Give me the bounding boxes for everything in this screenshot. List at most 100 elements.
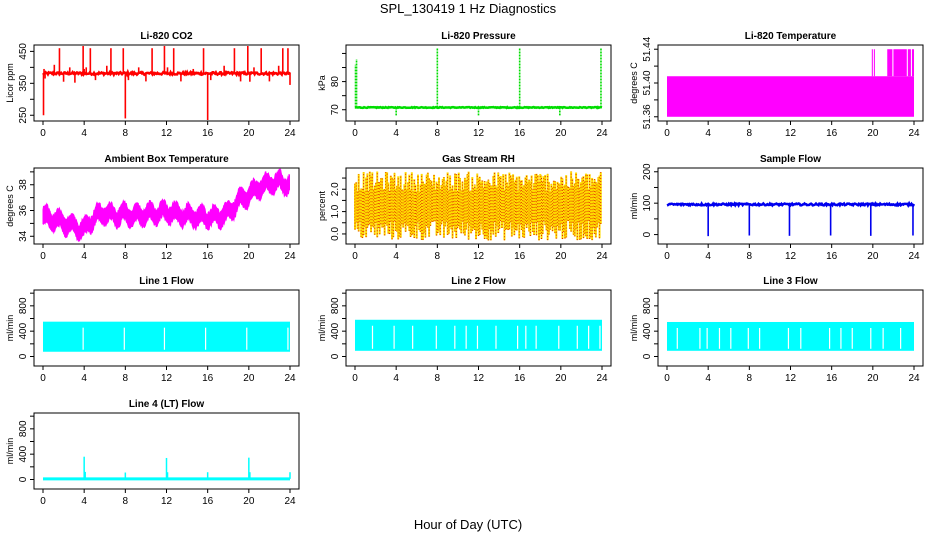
temperature-band xyxy=(667,76,914,117)
y-tick-label: 200 xyxy=(642,163,653,180)
x-tick-label: 24 xyxy=(284,128,296,139)
x-tick-label: 16 xyxy=(202,128,214,139)
data-series xyxy=(355,319,602,351)
x-tick-label: 16 xyxy=(826,251,838,262)
x-tick-label: 4 xyxy=(81,251,87,262)
data-series xyxy=(667,49,914,117)
panel-sample-flow: Sample Flow 0 4 8 12 16 20 24 0 100 200 ml/min xyxy=(629,154,924,262)
x-tick-label: 8 xyxy=(435,373,441,384)
plot-frame xyxy=(345,44,612,122)
y-axis-label: degrees C xyxy=(629,62,639,104)
x-tick-label: 16 xyxy=(202,251,214,262)
x-tick-label: 4 xyxy=(393,251,399,262)
y-axis-label: ml/min xyxy=(629,315,639,342)
x-tick-label: 12 xyxy=(785,128,797,139)
x-tick-label: 4 xyxy=(81,496,87,507)
temperature-burst xyxy=(887,49,893,77)
x-tick-label: 20 xyxy=(867,128,879,139)
x-tick-label: 4 xyxy=(393,128,399,139)
temperature-burst xyxy=(871,49,873,77)
y-tick-label: 800 xyxy=(18,420,29,437)
y-tick-label: 0 xyxy=(642,353,653,359)
y-tick-label: 38 xyxy=(18,179,29,191)
x-tick-label: 20 xyxy=(243,128,255,139)
panel-title: Line 4 (LT) Flow xyxy=(129,399,205,410)
y-tick-label: 800 xyxy=(642,297,653,314)
x-tick-label: 12 xyxy=(161,373,173,384)
x-tick-label: 0 xyxy=(352,128,358,139)
panel-title: Sample Flow xyxy=(760,154,821,165)
x-tick-label: 16 xyxy=(514,128,526,139)
x-tick-label: 12 xyxy=(161,251,173,262)
x-tick-label: 8 xyxy=(123,128,129,139)
x-tick-label: 12 xyxy=(473,373,485,384)
panel-title: Line 1 Flow xyxy=(139,276,194,287)
panel-title: Ambient Box Temperature xyxy=(104,154,229,165)
x-tick-label: 0 xyxy=(40,251,46,262)
x-tick-label: 4 xyxy=(81,373,87,384)
x-tick-label: 20 xyxy=(555,373,567,384)
x-tick-label: 8 xyxy=(123,496,129,507)
x-tick-label: 24 xyxy=(596,128,608,139)
x-tick-label: 0 xyxy=(664,128,670,139)
x-tick-label: 4 xyxy=(393,373,399,384)
plot-frame xyxy=(33,44,300,122)
y-tick-label: 0 xyxy=(18,476,29,482)
temperature-burst xyxy=(893,49,907,77)
x-tick-label: 24 xyxy=(908,373,920,384)
panel-title: Gas Stream RH xyxy=(442,154,515,165)
flow-band xyxy=(355,319,602,351)
x-tick-label: 20 xyxy=(867,373,879,384)
y-tick-label: 400 xyxy=(330,322,341,339)
y-tick-label: 400 xyxy=(642,322,653,339)
x-tick-label: 24 xyxy=(596,373,608,384)
x-tick-label: 20 xyxy=(243,373,255,384)
y-axis-label: Licor ppm xyxy=(5,63,15,103)
y-tick-label: 51.40 xyxy=(642,70,653,95)
x-tick-label: 24 xyxy=(908,251,920,262)
x-tick-label: 20 xyxy=(243,251,255,262)
x-tick-label: 24 xyxy=(284,251,296,262)
x-tick-label: 20 xyxy=(555,251,567,262)
panel-title: Line 3 Flow xyxy=(763,276,818,287)
x-tick-label: 16 xyxy=(514,251,526,262)
x-tick-label: 0 xyxy=(664,251,670,262)
x-tick-label: 16 xyxy=(826,373,838,384)
x-axis-label: Hour of Day (UTC) xyxy=(413,517,523,532)
x-tick-label: 8 xyxy=(123,373,129,384)
panel-title: Line 2 Flow xyxy=(451,276,506,287)
panel-title: Li-820 CO2 xyxy=(140,31,193,42)
data-series xyxy=(42,168,290,242)
series-line xyxy=(42,68,292,78)
y-tick-label: 100 xyxy=(642,194,653,211)
x-tick-label: 8 xyxy=(747,128,753,139)
y-axis-label: ml/min xyxy=(5,315,15,342)
x-tick-label: 4 xyxy=(705,373,711,384)
x-tick-label: 4 xyxy=(705,128,711,139)
y-tick-label: 1.0 xyxy=(330,204,341,218)
panel-title: Li-820 Pressure xyxy=(441,31,516,42)
flow-band xyxy=(667,321,914,351)
x-tick-label: 20 xyxy=(867,251,879,262)
flow-band xyxy=(43,321,290,352)
x-tick-label: 8 xyxy=(435,128,441,139)
x-tick-label: 24 xyxy=(284,496,296,507)
x-tick-label: 12 xyxy=(473,128,485,139)
x-tick-label: 12 xyxy=(785,373,797,384)
y-tick-label: 0.0 xyxy=(330,227,341,241)
x-tick-label: 8 xyxy=(747,251,753,262)
x-tick-label: 12 xyxy=(473,251,485,262)
data-series xyxy=(354,171,602,241)
y-axis-label: ml/min xyxy=(317,315,327,342)
x-tick-label: 24 xyxy=(284,373,296,384)
y-tick-label: 800 xyxy=(330,297,341,314)
panel-title: Li-820 Temperature xyxy=(745,31,837,42)
y-tick-label: 80 xyxy=(330,76,341,88)
x-tick-label: 12 xyxy=(161,496,173,507)
temperature-burst xyxy=(907,49,911,77)
